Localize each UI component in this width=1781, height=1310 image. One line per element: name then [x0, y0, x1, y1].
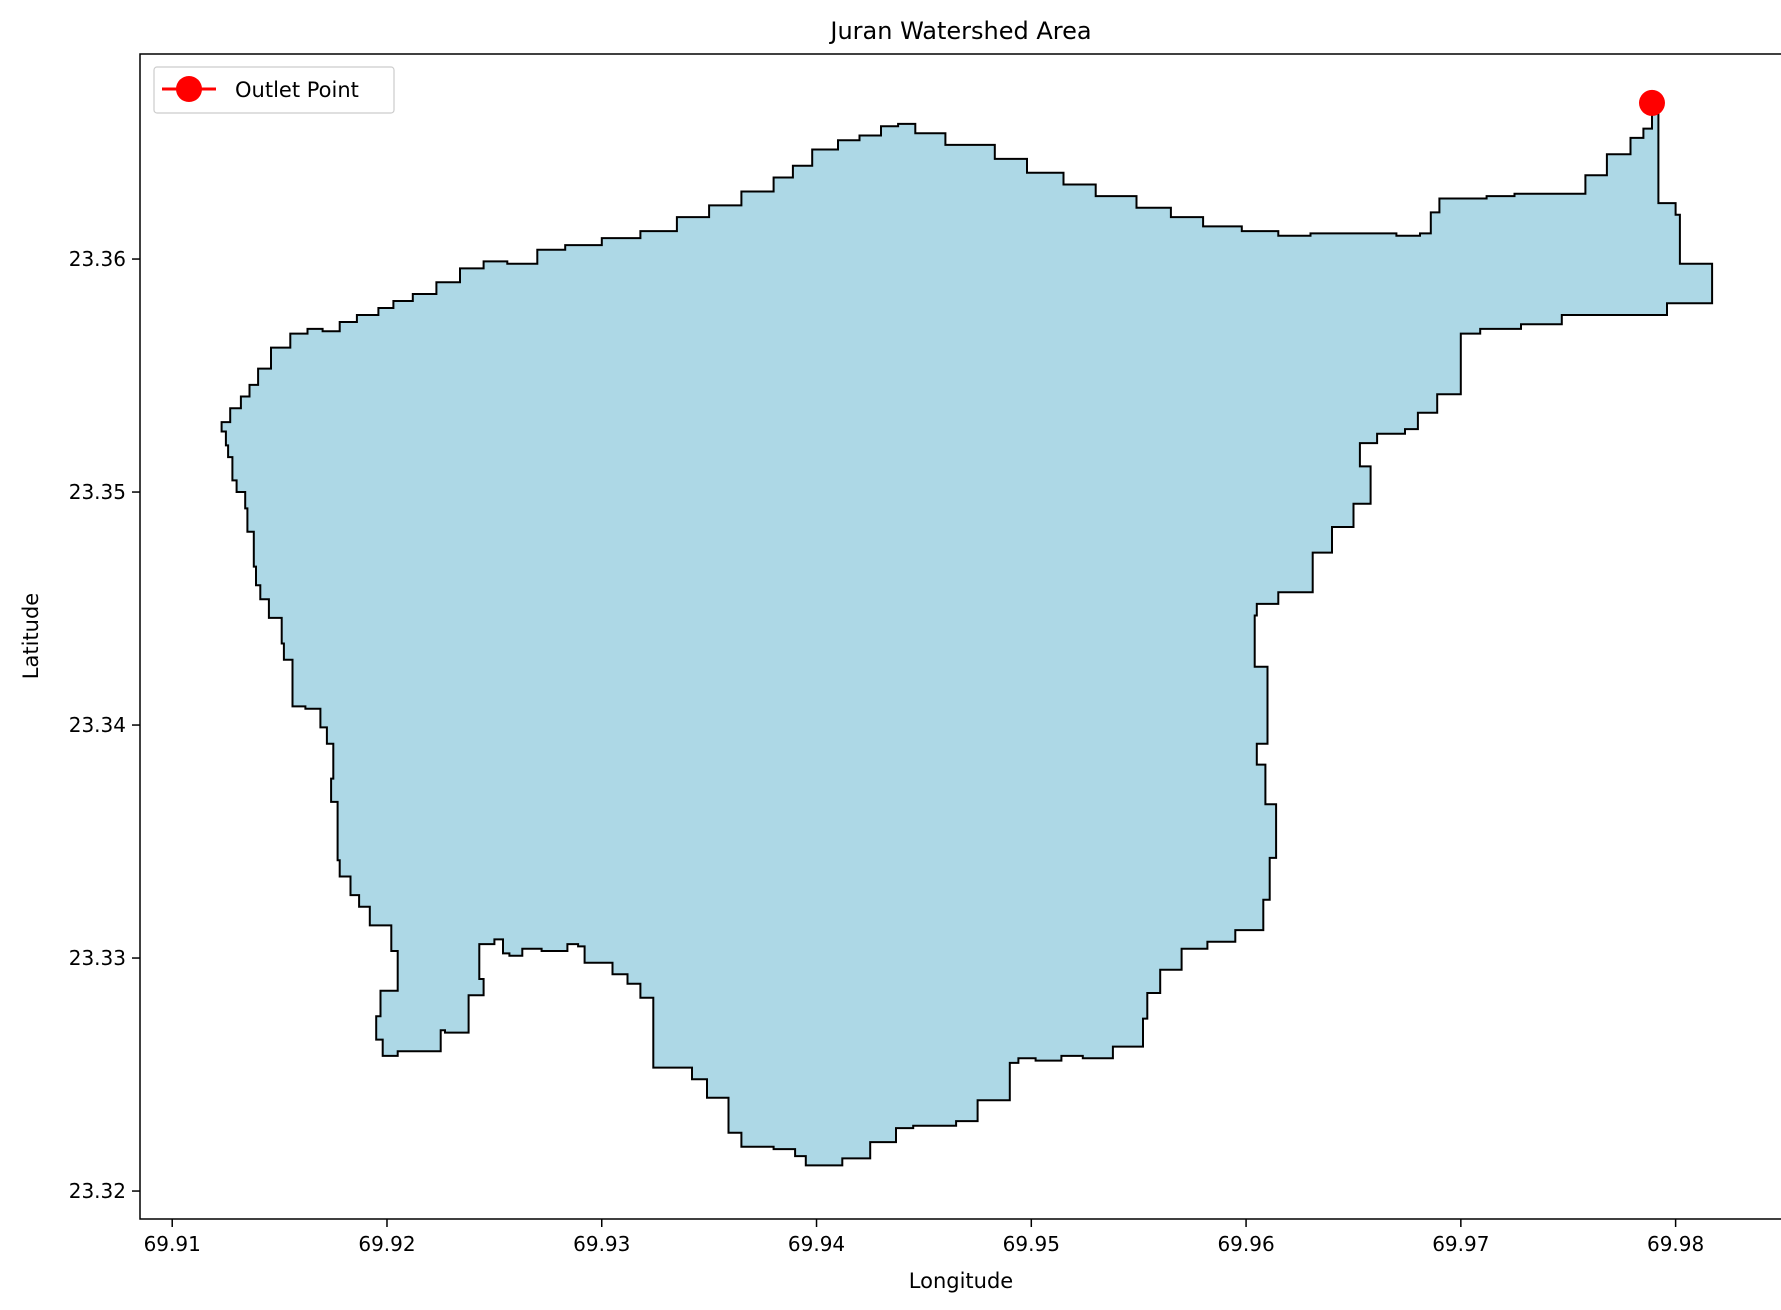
y-tick-label: 23.36 — [69, 247, 126, 271]
y-axis-ticks: 23.32 23.33 23.34 23.35 23.36 — [69, 247, 140, 1203]
y-tick-label: 23.33 — [69, 946, 126, 970]
plot-area — [220, 89, 1714, 1167]
legend-label-outlet: Outlet Point — [235, 78, 359, 102]
legend: Outlet Point — [153, 66, 395, 114]
y-tick-label: 23.35 — [69, 480, 126, 504]
legend-box — [153, 66, 395, 114]
y-axis-label: Latitude — [19, 593, 43, 679]
x-axis-ticks: 69.91 69.92 69.93 69.94 69.95 69.96 69.97 69.98 — [144, 1219, 1704, 1256]
x-axis-label: Longitude — [909, 1269, 1013, 1293]
x-tick-label: 69.94 — [788, 1232, 845, 1256]
axes-frame — [139, 53, 1781, 1220]
chart-title: Juran Watershed Area — [828, 17, 1091, 45]
x-tick-label: 69.96 — [1217, 1232, 1274, 1256]
x-tick-label: 69.95 — [1003, 1232, 1060, 1256]
x-tick-label: 69.97 — [1432, 1232, 1489, 1256]
outlet-point-marker[interactable] — [1638, 89, 1665, 116]
x-tick-label: 69.91 — [144, 1232, 201, 1256]
y-tick-label: 23.34 — [69, 713, 126, 737]
x-tick-label: 69.98 — [1647, 1232, 1704, 1256]
watershed-polygon — [220, 101, 1714, 1167]
y-tick-label: 23.32 — [69, 1179, 126, 1203]
x-tick-label: 69.93 — [573, 1232, 630, 1256]
x-tick-label: 69.92 — [358, 1232, 415, 1256]
legend-marker-symbol — [176, 76, 202, 102]
